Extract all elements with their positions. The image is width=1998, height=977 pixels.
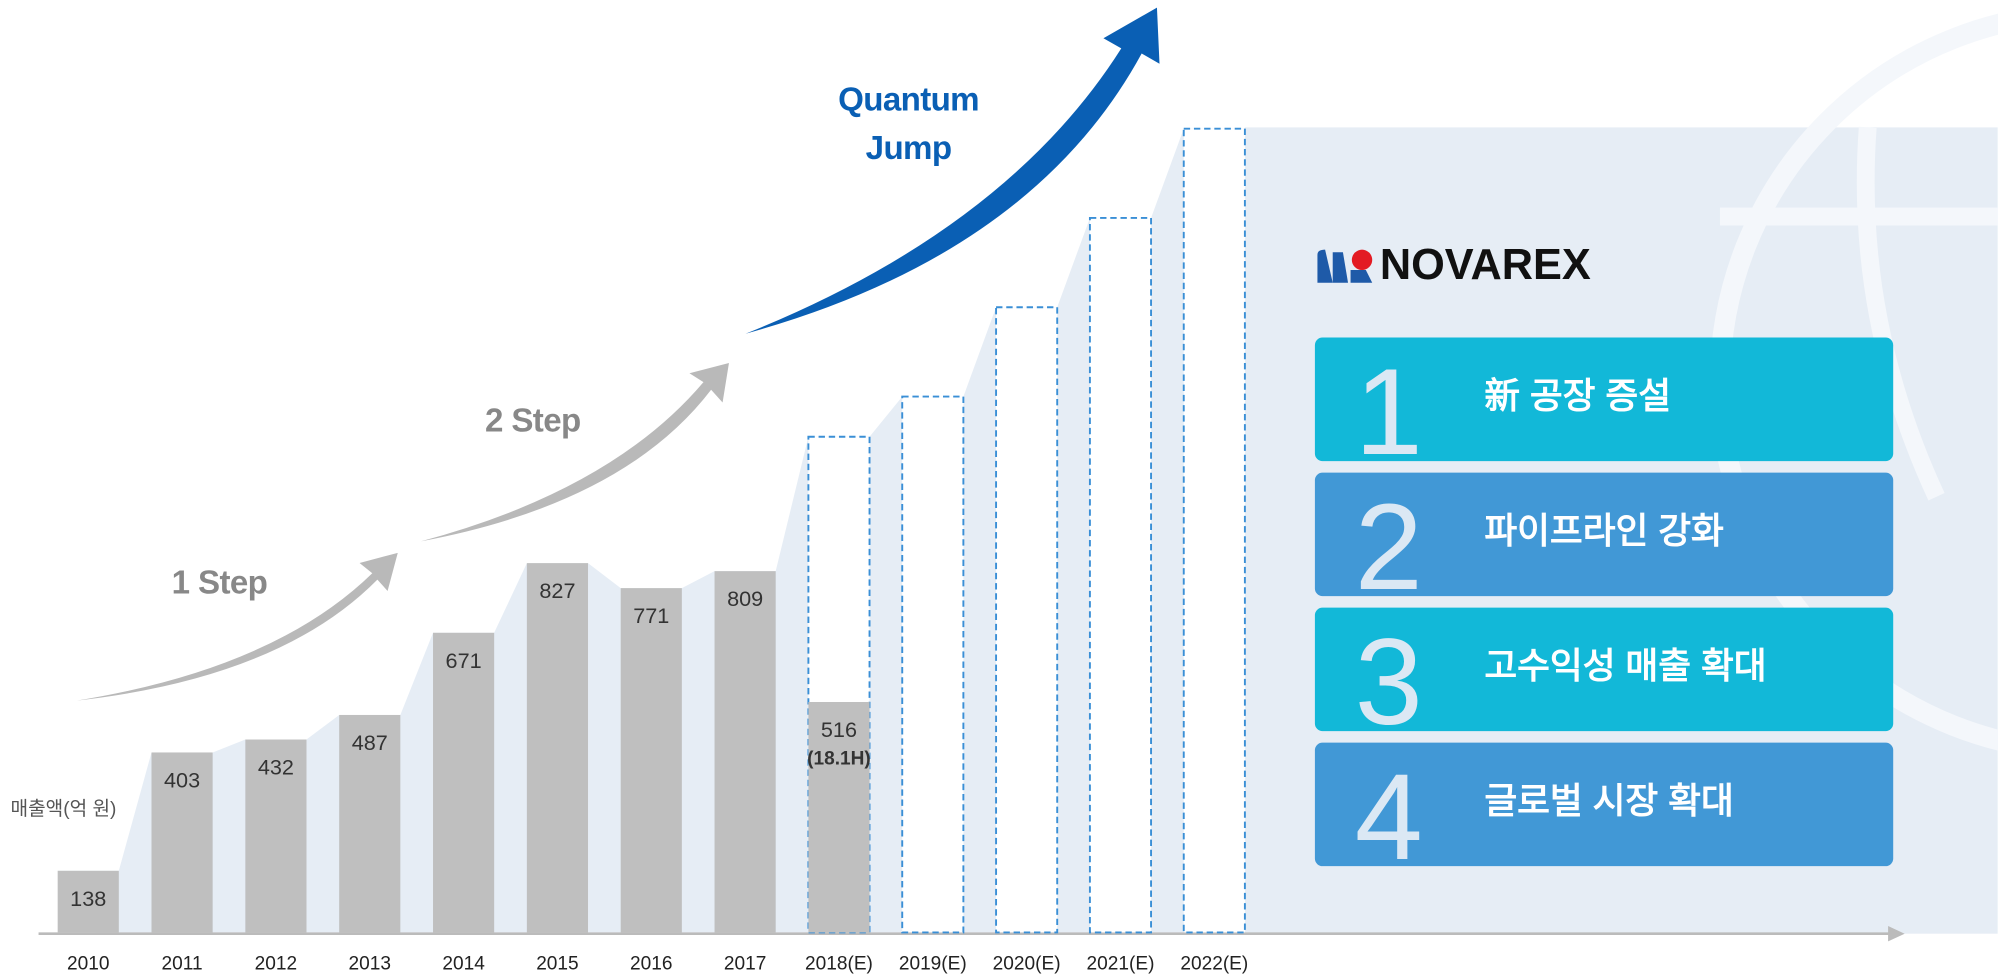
annotation: Quantum xyxy=(838,82,979,119)
x-tick-label: 2010 xyxy=(67,953,109,974)
logo: NOVAREX xyxy=(1317,241,1591,289)
item-text: 고수익성 매출 확대 xyxy=(1484,646,1766,686)
x-tick-label: 2015 xyxy=(536,953,578,974)
x-tick-label: 2022(E) xyxy=(1180,953,1248,974)
x-tick-label: 2018(E) xyxy=(805,953,873,974)
x-tick-label: 2019(E) xyxy=(899,953,967,974)
item-number: 2 xyxy=(1355,478,1423,615)
value-label: 487 xyxy=(352,730,388,755)
item-text: 新 공장 증설 xyxy=(1484,376,1671,416)
value-label: 432 xyxy=(258,755,294,780)
x-tick-label: 2013 xyxy=(349,953,391,974)
panel-item xyxy=(1314,337,1894,462)
value-label: 771 xyxy=(633,603,669,628)
x-tick-label: 2012 xyxy=(255,953,297,974)
panel-item xyxy=(1314,472,1894,597)
panel-item xyxy=(1314,607,1894,732)
panel-item xyxy=(1314,742,1894,867)
bar xyxy=(620,588,682,933)
value-label: 809 xyxy=(727,586,763,611)
annotation: 2 Step xyxy=(485,403,581,440)
item-text: 파이프라인 강화 xyxy=(1484,511,1724,551)
estimate-bar xyxy=(995,306,1059,934)
estimate-bar xyxy=(901,395,965,934)
x-axis-arrow xyxy=(1888,926,1905,942)
value-label: 827 xyxy=(539,578,575,603)
y-axis-label: 매출액(억 원) xyxy=(11,798,117,820)
logo-text: NOVAREX xyxy=(1380,241,1591,289)
annotation: 1 Step xyxy=(172,564,268,601)
x-tick-label: 2016 xyxy=(630,953,672,974)
bar xyxy=(526,563,589,933)
bar xyxy=(151,752,213,933)
item-number: 1 xyxy=(1355,343,1423,480)
value-label: 138 xyxy=(70,886,106,911)
value-note: (18.1H) xyxy=(807,748,871,769)
x-tick-label: 2011 xyxy=(162,953,203,974)
x-tick-label: 2020(E) xyxy=(993,953,1061,974)
quantum-arrow xyxy=(745,7,1160,334)
bar xyxy=(245,739,307,933)
item-number: 4 xyxy=(1355,748,1423,885)
estimate-bar xyxy=(1088,217,1153,934)
value-label: 403 xyxy=(164,767,200,792)
panel-decor xyxy=(1856,126,1945,501)
bar xyxy=(808,702,870,933)
step-arrow xyxy=(420,363,729,542)
value-label: 671 xyxy=(446,648,482,673)
item-number: 3 xyxy=(1355,613,1423,750)
x-tick-label: 2014 xyxy=(442,953,485,974)
x-tick-label: 2021(E) xyxy=(1087,953,1155,974)
item-text: 글로벌 시장 확대 xyxy=(1484,781,1733,821)
value-label: 516 xyxy=(821,717,857,742)
bar xyxy=(57,870,119,933)
step-arrow xyxy=(76,552,398,701)
bar xyxy=(714,571,776,933)
annotation: Jump xyxy=(866,130,952,167)
x-tick-label: 2017 xyxy=(724,953,766,974)
bar xyxy=(433,632,495,933)
estimate-bar xyxy=(1182,127,1246,934)
bar xyxy=(339,714,401,933)
